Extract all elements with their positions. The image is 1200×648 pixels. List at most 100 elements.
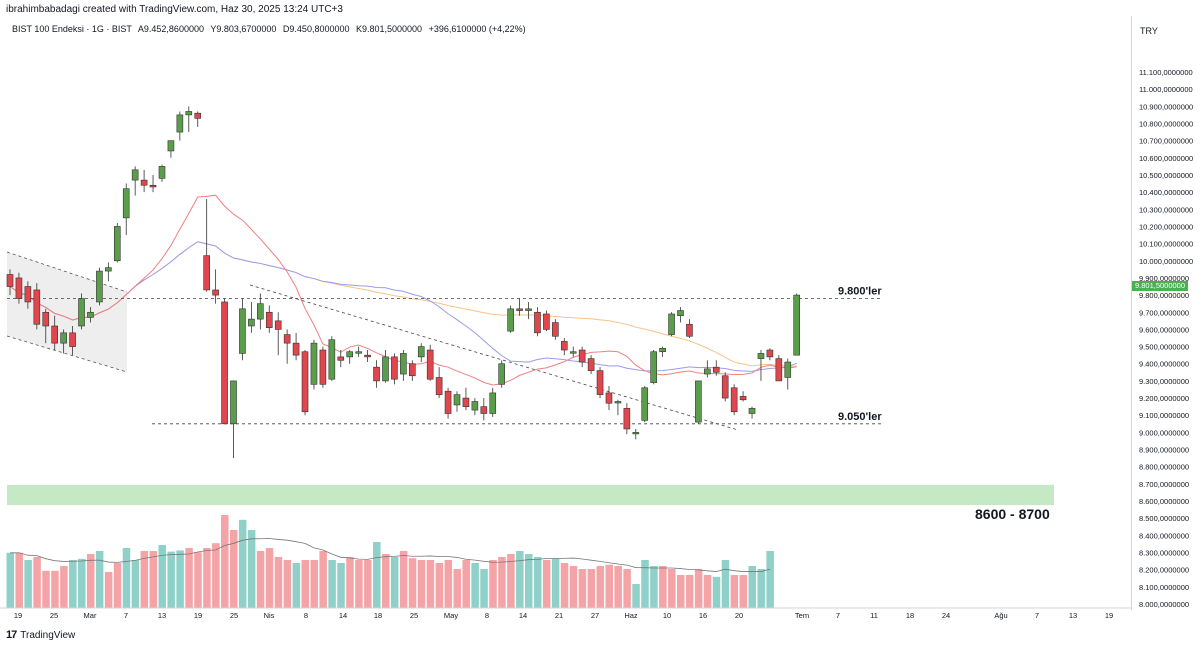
candle-body <box>140 179 148 186</box>
candle-body <box>158 166 166 179</box>
x-tick-label: 25 <box>50 611 58 620</box>
candle-body <box>337 356 345 361</box>
volume-bar <box>408 558 417 608</box>
tradingview-logo-icon: 17 <box>6 629 17 641</box>
x-tick-label: 20 <box>735 611 743 620</box>
candle <box>695 380 702 424</box>
volume-bar <box>659 566 667 608</box>
y-tick-label: 8.100,0000000 <box>1139 583 1189 592</box>
channel-lower-line <box>6 335 128 373</box>
volume-bar <box>265 548 274 608</box>
candle <box>659 346 666 357</box>
candle-body <box>489 392 497 414</box>
candle-body <box>113 226 121 262</box>
y-tick-label: 8.600,0000000 <box>1139 497 1189 506</box>
candle <box>301 350 309 416</box>
volume-bar <box>194 552 202 608</box>
candle <box>113 223 121 263</box>
x-tick-label: 10 <box>663 611 671 620</box>
candle-body <box>560 341 568 351</box>
x-tick-label: 25 <box>230 611 238 620</box>
volume-bar <box>390 557 399 608</box>
candle <box>176 111 184 141</box>
candle <box>721 372 729 402</box>
x-tick-label: May <box>444 611 458 620</box>
ohlc-high: Y9.803,6700000 <box>210 24 277 34</box>
volume-bar <box>471 563 479 608</box>
candle-body <box>757 353 765 359</box>
volume-bar <box>578 569 587 608</box>
volume-bar <box>685 575 694 608</box>
x-tick-label: 19 <box>1105 611 1113 620</box>
volume-bar <box>319 551 327 608</box>
candle <box>355 346 362 357</box>
candle <box>203 198 210 292</box>
candle-body <box>739 396 747 401</box>
volume-bar <box>6 552 14 608</box>
candle-body <box>480 406 488 414</box>
candle-body <box>775 358 783 382</box>
y-tick-label: 8.200,0000000 <box>1139 566 1189 575</box>
volume-bar <box>516 551 524 608</box>
candle <box>382 350 389 383</box>
candle <box>221 298 228 425</box>
symbol-title[interactable]: BIST 100 Endeksi · 1G · BIST <box>12 24 132 34</box>
volume-bar <box>131 560 140 608</box>
volume-bar <box>560 563 569 608</box>
candle-body <box>453 394 461 406</box>
y-tick-label: 10.400,0000000 <box>1139 188 1193 197</box>
volume-bar <box>435 563 444 608</box>
candle-body <box>60 332 67 344</box>
volume-bar <box>355 560 363 608</box>
x-tick-label: 16 <box>699 611 707 620</box>
candle-body <box>33 289 41 325</box>
candle-body <box>507 308 514 332</box>
candle-body <box>444 390 452 414</box>
candle <box>212 269 219 304</box>
volume-bar <box>69 560 77 608</box>
y-tick-label: 10.200,0000000 <box>1139 222 1193 231</box>
volume-bar <box>60 566 68 608</box>
volume-bar <box>668 569 676 608</box>
candle <box>444 387 452 419</box>
candle-body <box>382 356 389 382</box>
candle <box>167 140 175 158</box>
level-label-9050: 9.050'ler <box>838 411 882 423</box>
x-tick-label: 14 <box>519 611 527 620</box>
candle-body <box>212 289 219 296</box>
x-tick-label: 8 <box>485 611 489 620</box>
candle-body <box>391 356 398 380</box>
volume-bar <box>453 569 461 608</box>
candle <box>757 350 765 381</box>
candle <box>24 281 32 309</box>
y-tick-label: 9.200,0000000 <box>1139 394 1189 403</box>
candle-body <box>569 351 577 354</box>
volume-bar <box>533 557 542 608</box>
volume-bar <box>739 575 748 608</box>
candle-body <box>677 310 684 316</box>
price-axis[interactable] <box>1131 16 1200 610</box>
volume-bar <box>462 560 470 608</box>
candle-body <box>417 346 425 358</box>
candle <box>96 267 103 306</box>
y-tick-label: 10.900,0000000 <box>1139 102 1193 111</box>
y-tick-label: 10.700,0000000 <box>1139 137 1193 146</box>
candle-body <box>265 311 273 329</box>
candle-body <box>319 349 327 385</box>
volume-bar <box>158 545 166 608</box>
candle-body <box>221 301 228 425</box>
volume-bar <box>757 569 765 608</box>
tradingview-branding[interactable]: 17 TradingView <box>6 629 75 641</box>
volume-bar <box>230 530 238 608</box>
currency-label[interactable]: TRY <box>1140 26 1158 36</box>
candle <box>569 346 577 357</box>
volume-bar <box>176 550 184 608</box>
candle-body <box>15 277 23 299</box>
candle <box>140 169 148 193</box>
candle <box>480 398 488 421</box>
volume-bar <box>212 543 220 608</box>
volume-bar <box>42 570 50 608</box>
y-tick-label: 8.800,0000000 <box>1139 463 1189 472</box>
candle <box>748 406 756 419</box>
